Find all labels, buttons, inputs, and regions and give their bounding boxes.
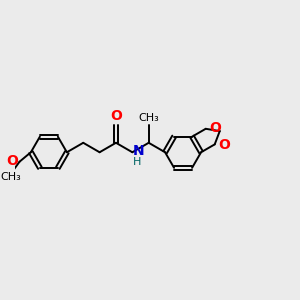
Text: O: O <box>218 138 230 152</box>
Text: N: N <box>133 144 144 158</box>
Text: O: O <box>110 109 122 123</box>
Text: H: H <box>133 157 142 167</box>
Text: CH₃: CH₃ <box>1 172 21 182</box>
Text: O: O <box>6 154 18 168</box>
Text: O: O <box>209 121 221 135</box>
Text: CH₃: CH₃ <box>138 113 159 123</box>
